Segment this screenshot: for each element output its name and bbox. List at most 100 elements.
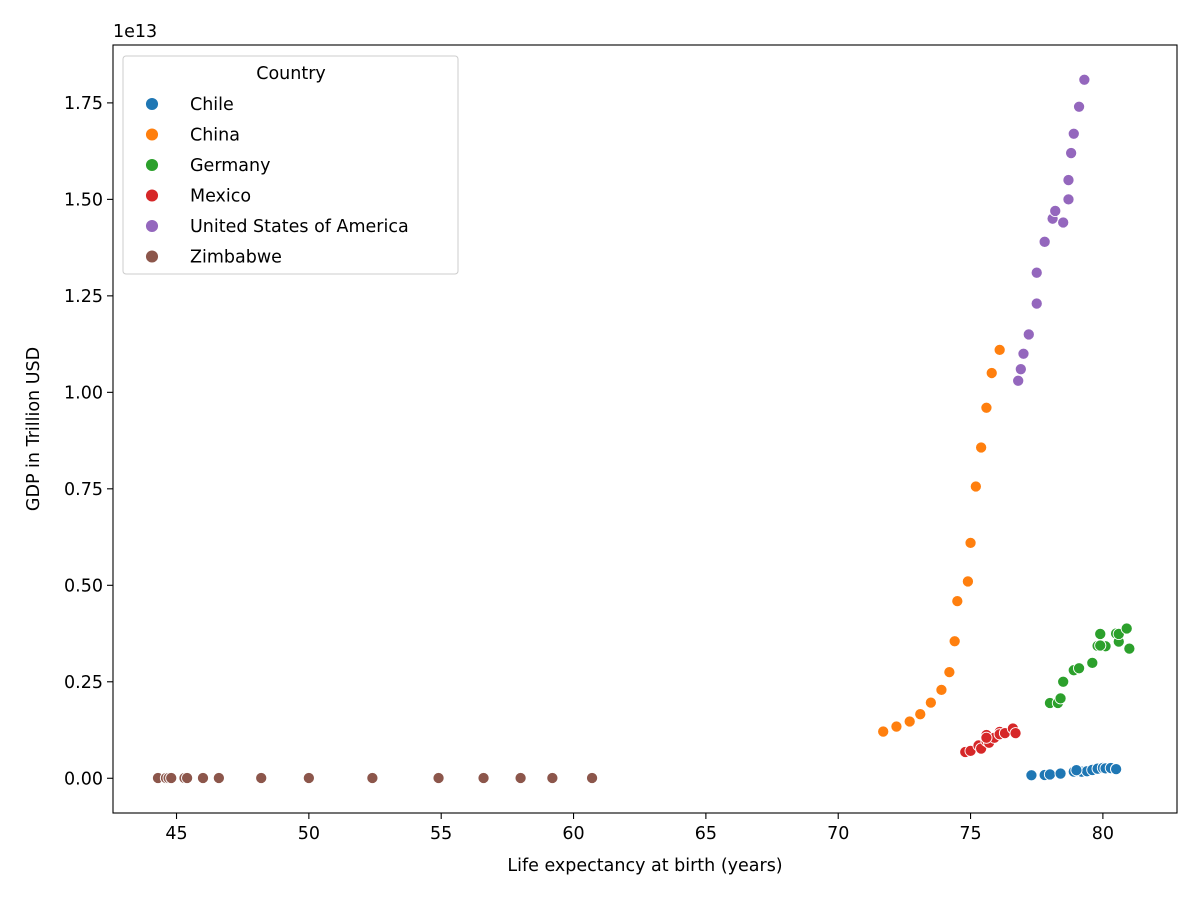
data-point — [1073, 662, 1086, 675]
data-point — [1062, 193, 1075, 206]
data-point — [951, 595, 964, 608]
data-point — [1043, 768, 1057, 781]
data-point — [948, 635, 961, 648]
data-point — [1057, 675, 1070, 688]
data-point — [1123, 642, 1136, 655]
y-tick-label: 0.50 — [64, 576, 103, 596]
legend-label: Zimbabwe — [190, 248, 282, 268]
legend-items: Chile China Germany Mexico United States of … — [145, 95, 409, 268]
x-tick-label: 45 — [165, 824, 187, 844]
data-point — [969, 480, 982, 493]
legend-item: Chile — [145, 95, 234, 115]
y-tick-label: 1.25 — [64, 287, 103, 307]
data-point — [1025, 769, 1038, 782]
data-point — [1049, 204, 1062, 217]
data-point — [961, 575, 974, 588]
data-point — [1086, 656, 1099, 669]
x-tick-label: 50 — [298, 824, 320, 844]
series-germany — [1043, 622, 1136, 710]
legend-box — [122, 55, 459, 275]
points-layer — [151, 73, 1136, 785]
legend-marker — [145, 158, 159, 172]
data-point — [1022, 328, 1035, 341]
data-point — [1073, 100, 1086, 113]
legend: Country Chile China Germany Mexico United St… — [122, 55, 459, 275]
y-axis: 0.00 0.25 0.50 0.75 1.00 1.25 1.50 1.75 — [64, 94, 113, 789]
data-point — [980, 731, 993, 744]
data-point — [514, 771, 527, 785]
legend-item: Mexico — [145, 187, 251, 207]
data-point — [1067, 127, 1080, 140]
legend-label: Mexico — [190, 187, 251, 207]
series-mexico — [959, 722, 1022, 759]
data-point — [975, 441, 988, 454]
legend-marker — [145, 188, 159, 203]
data-point — [1057, 216, 1070, 229]
data-point — [964, 536, 977, 549]
legend-item: United States of America — [145, 217, 409, 237]
data-point — [1012, 374, 1025, 387]
data-point — [432, 771, 445, 785]
data-point — [255, 771, 268, 785]
data-point — [993, 343, 1006, 356]
data-point — [1054, 692, 1067, 705]
x-tick-label: 60 — [562, 824, 584, 844]
legend-title: Country — [256, 64, 326, 84]
data-point — [1094, 639, 1107, 652]
data-point — [366, 771, 379, 785]
data-point — [924, 696, 937, 709]
y-tick-label: 0.75 — [64, 480, 103, 500]
data-point — [877, 725, 890, 738]
data-point — [1078, 73, 1091, 86]
legend-item: Zimbabwe — [145, 248, 282, 268]
data-point — [1038, 235, 1051, 248]
data-point — [985, 366, 998, 380]
series-chile — [1025, 761, 1123, 782]
data-point — [914, 708, 927, 721]
y-tick-label: 1.00 — [64, 383, 103, 403]
series-united-states-of-america — [1012, 73, 1091, 387]
legend-item: China — [145, 126, 240, 146]
legend-marker — [145, 97, 159, 111]
y-tick-label: 1.50 — [64, 190, 103, 210]
data-point — [1009, 727, 1022, 740]
data-point — [546, 771, 559, 785]
data-point — [1017, 347, 1030, 360]
data-point — [1065, 147, 1078, 160]
data-point — [1094, 627, 1107, 640]
data-point — [935, 683, 948, 696]
x-tick-label: 80 — [1092, 824, 1114, 844]
data-point — [903, 715, 916, 728]
x-axis-label: Life expectancy at birth (years) — [507, 856, 782, 876]
y-axis-offset-label: 1e13 — [113, 22, 157, 42]
legend-marker — [145, 249, 159, 264]
data-point — [1062, 174, 1075, 187]
data-point — [212, 771, 225, 785]
y-tick-label: 1.75 — [64, 94, 103, 114]
x-tick-label: 75 — [959, 824, 981, 844]
data-point — [586, 771, 599, 785]
legend-marker — [145, 127, 159, 142]
data-point — [1030, 266, 1043, 279]
legend-label: United States of America — [190, 217, 409, 237]
data-point — [302, 771, 315, 785]
x-tick-label: 55 — [430, 824, 452, 844]
data-point — [1054, 767, 1067, 780]
plot-frame — [112, 44, 1178, 814]
data-point — [1070, 764, 1083, 777]
x-tick-label: 65 — [695, 824, 717, 844]
legend-marker — [145, 219, 159, 233]
x-axis: 45 50 55 60 65 70 75 80 — [165, 813, 1114, 844]
x-tick-label: 70 — [827, 824, 849, 844]
data-point — [1014, 363, 1027, 376]
y-axis-label: GDP in Trillion USD — [24, 347, 44, 511]
y-tick-label: 0.25 — [64, 673, 103, 693]
data-point — [943, 666, 956, 679]
data-point — [165, 771, 178, 785]
legend-label: Chile — [190, 95, 234, 115]
data-point — [477, 771, 490, 785]
legend-label: Germany — [190, 156, 270, 176]
y-tick-label: 0.00 — [64, 769, 103, 789]
data-point — [196, 771, 210, 785]
